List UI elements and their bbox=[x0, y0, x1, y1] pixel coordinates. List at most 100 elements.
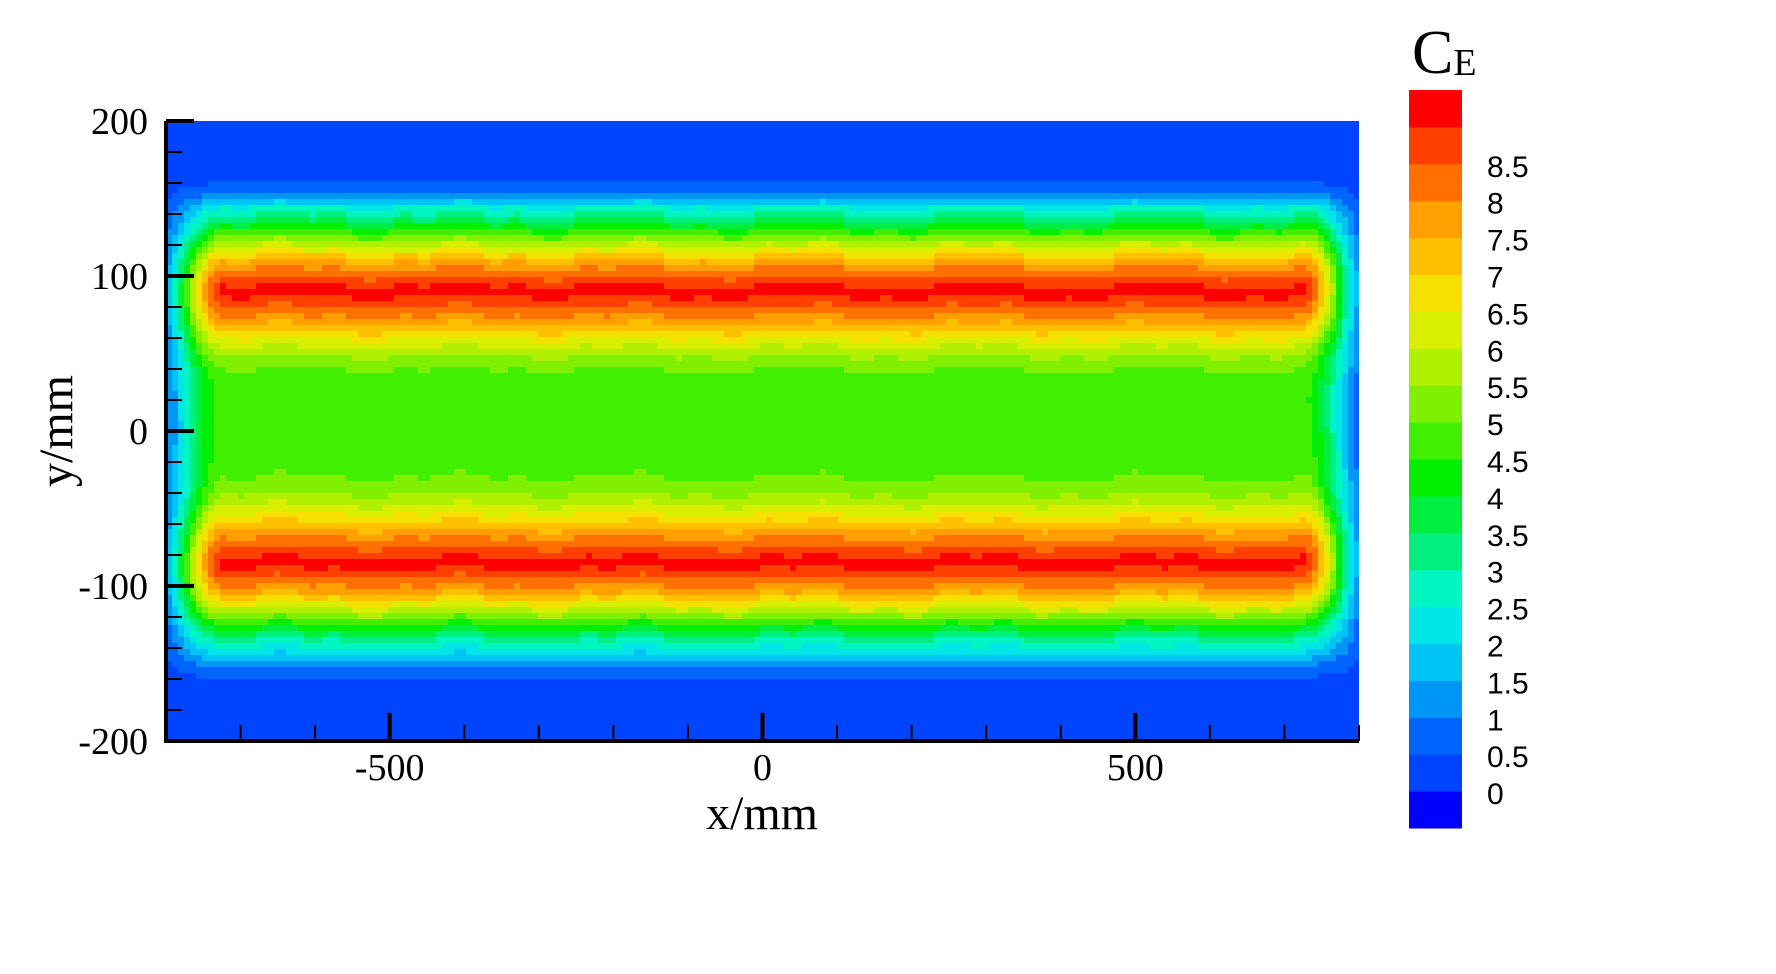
contour-cell bbox=[754, 193, 761, 200]
contour-cell bbox=[1312, 151, 1319, 158]
contour-cell bbox=[610, 259, 617, 266]
contour-cell bbox=[568, 241, 575, 248]
contour-cell bbox=[634, 163, 641, 170]
contour-cell bbox=[994, 265, 1001, 272]
contour-cell bbox=[418, 247, 425, 254]
contour-cell bbox=[400, 265, 407, 272]
contour-cell bbox=[1096, 253, 1103, 260]
contour-cell bbox=[322, 223, 329, 230]
contour-cell bbox=[742, 127, 749, 134]
contour-cell bbox=[562, 241, 569, 248]
contour-cell bbox=[1120, 127, 1127, 134]
contour-cell bbox=[1354, 199, 1361, 206]
contour-cell bbox=[1096, 169, 1103, 176]
contour-cell bbox=[1156, 229, 1163, 236]
contour-cell bbox=[226, 205, 233, 212]
contour-cell bbox=[658, 229, 665, 236]
contour-cell bbox=[610, 223, 617, 230]
contour-cell bbox=[466, 265, 473, 272]
contour-cell bbox=[436, 217, 443, 224]
contour-cell bbox=[646, 187, 653, 194]
contour-cell bbox=[460, 265, 467, 272]
contour-cell bbox=[1114, 145, 1121, 152]
contour-cell bbox=[1204, 139, 1211, 146]
contour-cell bbox=[1006, 187, 1013, 194]
contour-cell bbox=[1282, 121, 1289, 128]
contour-cell bbox=[910, 157, 917, 164]
contour-cell bbox=[568, 211, 575, 218]
contour-cell bbox=[1336, 265, 1343, 272]
contour-cell bbox=[1000, 169, 1007, 176]
contour-cell bbox=[226, 175, 233, 182]
contour-cell bbox=[1234, 193, 1241, 200]
contour-cell bbox=[394, 157, 401, 164]
contour-cell bbox=[484, 205, 491, 212]
contour-cell bbox=[910, 265, 917, 272]
contour-cell bbox=[1276, 175, 1283, 182]
contour-cell bbox=[952, 175, 959, 182]
contour-cell bbox=[1324, 241, 1331, 248]
contour-cell bbox=[1282, 187, 1289, 194]
contour-cell bbox=[880, 181, 887, 188]
contour-cell bbox=[1174, 169, 1181, 176]
contour-cell bbox=[640, 133, 647, 140]
contour-cell bbox=[274, 199, 281, 206]
contour-cell bbox=[1048, 169, 1055, 176]
contour-cell bbox=[1342, 121, 1349, 128]
contour-cell bbox=[760, 253, 767, 260]
contour-cell bbox=[436, 247, 443, 254]
contour-cell bbox=[340, 223, 347, 230]
contour-cell bbox=[886, 121, 893, 128]
contour-cell bbox=[202, 241, 209, 248]
contour-cell bbox=[688, 247, 695, 254]
contour-cell bbox=[364, 163, 371, 170]
contour-cell bbox=[592, 223, 599, 230]
contour-cell bbox=[1084, 175, 1091, 182]
contour-cell bbox=[622, 247, 629, 254]
contour-cell bbox=[844, 163, 851, 170]
contour-cell bbox=[796, 187, 803, 194]
contour-cell bbox=[1300, 217, 1307, 224]
contour-cell bbox=[796, 265, 803, 272]
contour-cell bbox=[994, 175, 1001, 182]
contour-cell bbox=[1132, 151, 1139, 158]
contour-cell bbox=[394, 145, 401, 152]
contour-cell bbox=[1186, 181, 1193, 188]
contour-cell bbox=[1270, 139, 1277, 146]
contour-cell bbox=[976, 169, 983, 176]
contour-cell bbox=[1204, 151, 1211, 158]
contour-cell bbox=[1234, 223, 1241, 230]
contour-cell bbox=[250, 127, 257, 134]
contour-cell bbox=[262, 229, 269, 236]
contour-cell bbox=[586, 175, 593, 182]
contour-cell bbox=[520, 253, 527, 260]
contour-cell bbox=[880, 211, 887, 218]
contour-cell bbox=[388, 223, 395, 230]
contour-cell bbox=[478, 127, 485, 134]
contour-cell bbox=[622, 253, 629, 260]
contour-cell bbox=[862, 139, 869, 146]
contour-cell bbox=[1090, 145, 1097, 152]
contour-cell bbox=[886, 241, 893, 248]
contour-cell bbox=[1120, 175, 1127, 182]
contour-cell bbox=[214, 157, 221, 164]
contour-cell bbox=[616, 235, 623, 242]
contour-cell bbox=[1066, 211, 1073, 218]
contour-cell bbox=[880, 205, 887, 212]
contour-cell bbox=[868, 121, 875, 128]
contour-cell bbox=[1216, 229, 1223, 236]
contour-cell bbox=[1264, 235, 1271, 242]
contour-cell bbox=[1036, 205, 1043, 212]
contour-cell bbox=[1354, 235, 1361, 242]
contour-cell bbox=[490, 223, 497, 230]
contour-cell bbox=[394, 127, 401, 134]
contour-cell bbox=[202, 235, 209, 242]
contour-cell bbox=[754, 253, 761, 260]
contour-cell bbox=[1354, 175, 1361, 182]
contour-cell bbox=[874, 211, 881, 218]
contour-cell bbox=[442, 145, 449, 152]
contour-cell bbox=[1030, 169, 1037, 176]
contour-cell bbox=[412, 121, 419, 128]
contour-cell bbox=[1018, 199, 1025, 206]
contour-cell bbox=[1342, 133, 1349, 140]
